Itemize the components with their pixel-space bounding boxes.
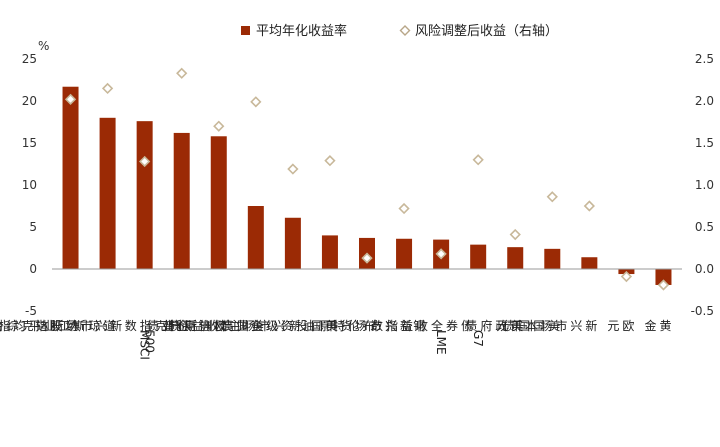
category-label: 新兴市场主权信用债 bbox=[169, 318, 301, 333]
marker-point bbox=[176, 67, 188, 79]
category-label: 黄金 bbox=[644, 318, 671, 333]
marker-point bbox=[361, 252, 373, 264]
right-axis: -0.5 0.0 0.5 1.0 1.5 2.0 2.5 bbox=[691, 52, 714, 318]
category-label: 欧元 bbox=[607, 319, 634, 333]
category-label: 欧洲斯托克指数 bbox=[125, 318, 227, 333]
bar bbox=[507, 247, 524, 269]
marker-point bbox=[250, 96, 262, 108]
marker-point bbox=[620, 270, 633, 283]
category-label: 美国国债 bbox=[503, 319, 560, 333]
marker-point bbox=[139, 155, 151, 168]
marker-point bbox=[583, 200, 595, 212]
right-tick-label: 0.0 bbox=[695, 262, 714, 276]
bar bbox=[62, 86, 79, 269]
legend-swatch-bar bbox=[241, 26, 250, 35]
legend-swatch-diamond bbox=[399, 25, 411, 36]
left-tick-label: 10 bbox=[22, 178, 37, 192]
right-tick-label: 2.5 bbox=[695, 52, 714, 66]
left-tick-label: 20 bbox=[22, 94, 37, 108]
bar bbox=[136, 121, 153, 269]
category-label: G7债券全收益指数 bbox=[371, 318, 485, 347]
category-label: 美国投资级企业债 bbox=[221, 318, 338, 333]
marker-point bbox=[324, 155, 336, 167]
category-label: 美国高收益企业债 bbox=[147, 318, 264, 333]
category-label: 标普500 bbox=[143, 319, 190, 353]
category-label: 美元 bbox=[496, 319, 523, 333]
category-label: 新兴市场货币 bbox=[325, 318, 412, 333]
category-label: 纳斯达克综合指数 bbox=[0, 318, 79, 333]
bar bbox=[173, 132, 190, 269]
marker-point bbox=[472, 154, 484, 166]
right-tick-label: 2.0 bbox=[695, 94, 714, 108]
left-tick-label: 5 bbox=[29, 220, 37, 234]
bar bbox=[655, 269, 672, 285]
category-label: 布伦特原油 bbox=[303, 318, 375, 333]
marker-point bbox=[64, 93, 77, 105]
marker-point bbox=[101, 82, 114, 95]
marker-series bbox=[64, 67, 670, 291]
marker-point bbox=[657, 279, 670, 291]
bar bbox=[581, 257, 598, 269]
right-tick-label: 1.5 bbox=[695, 136, 714, 150]
left-tick-label: 15 bbox=[22, 136, 37, 150]
bar bbox=[284, 217, 301, 269]
bar bbox=[470, 244, 487, 269]
left-axis: -5 0 5 10 15 20 25 bbox=[22, 52, 37, 318]
category-labels: 纳斯达克综合指数道琼斯工业平均指数MSCI新兴市场股指标普500欧洲斯托克指数美… bbox=[0, 318, 671, 360]
marker-point bbox=[546, 191, 558, 203]
bar bbox=[99, 117, 116, 269]
left-axis-unit: % bbox=[38, 39, 49, 53]
left-tick-label: -5 bbox=[25, 304, 37, 318]
bar bbox=[396, 238, 413, 269]
legend: 平均年化收益率 风险调整后收益（右轴） bbox=[241, 23, 558, 39]
category-label: MSCI新兴市场股指 bbox=[35, 318, 151, 360]
category-label: LME铜 bbox=[413, 318, 448, 355]
bar bbox=[210, 136, 227, 269]
category-label: 新兴市场本币政府债 bbox=[465, 318, 597, 333]
legend-label-bar: 平均年化收益率 bbox=[256, 23, 347, 39]
right-tick-label: 0.5 bbox=[695, 220, 714, 234]
marker-point bbox=[398, 202, 410, 215]
left-tick-label: 25 bbox=[22, 52, 37, 66]
marker-point bbox=[509, 228, 521, 241]
bar bbox=[544, 248, 561, 269]
marker-point bbox=[287, 163, 299, 175]
right-tick-label: -0.5 bbox=[691, 304, 714, 318]
category-label: 道琼斯工业平均指数 bbox=[0, 318, 116, 333]
marker-point bbox=[213, 120, 225, 132]
right-tick-label: 1.0 bbox=[695, 178, 714, 192]
bar bbox=[247, 206, 264, 269]
bar bbox=[321, 235, 338, 269]
marker-point bbox=[435, 248, 447, 260]
left-tick-label: 0 bbox=[29, 262, 37, 276]
legend-label-diamond: 风险调整后收益（右轴） bbox=[415, 24, 558, 39]
